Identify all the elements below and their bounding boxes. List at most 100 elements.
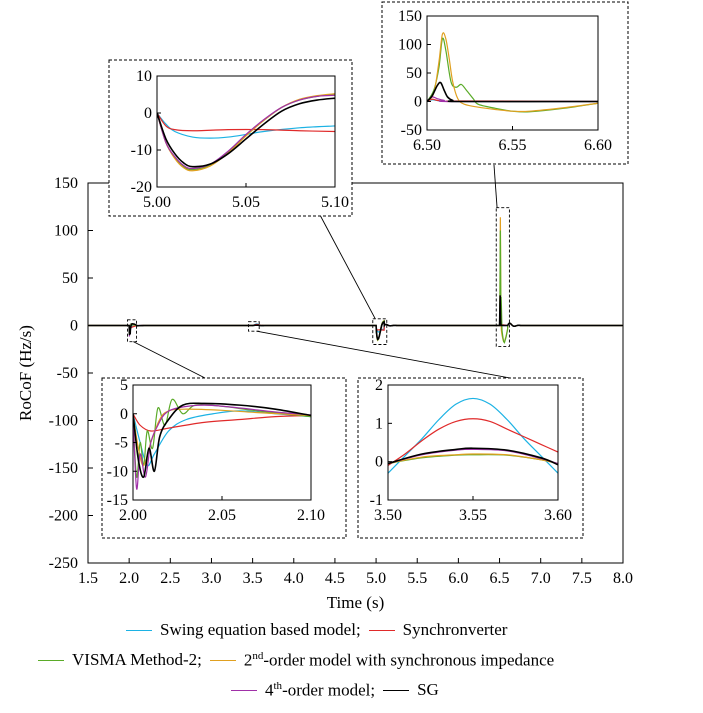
legend-label-2nd-text: -order model with synchronous impedance [263,650,555,670]
x-tick-label: 5.5 [407,570,427,587]
x-tick-label: 4.5 [325,570,345,587]
legend-swatch-4th-order [231,689,257,691]
inset-y-tick-label: -15 [107,492,128,509]
rocof-figure: 1.5 2.0 2.5 3.0 3.5 4.0 4.5 5.0 5.5 6.0 6.5 7.0 7.5 8… [16,1,633,612]
inset-y-tick-label: -5 [115,435,128,452]
y-tick-label: 50 [62,270,78,287]
inset-y-tick-label: 1 [375,415,383,432]
inset-x-tick-label: 3.55 [459,507,487,524]
x-tick-label: 2.5 [160,570,180,587]
main-plot: 1.5 2.0 2.5 3.0 3.5 4.0 4.5 5.0 5.5 6.0 6.5 7.0 7.5 8… [16,164,633,612]
x-tick-label: 7.5 [572,570,592,587]
inset-x-tick-label: 2.05 [208,507,236,524]
inset-series-line [133,404,311,490]
inset-x-tick-label: 6.50 [413,137,441,154]
zoom-connector-line [319,214,376,320]
inset-series-line [427,81,598,103]
y-axis-label: RoCoF (Hz/s) [16,325,35,421]
inset-y-tick-label: 100 [398,37,422,54]
y-tick-label: -50 [57,365,78,382]
inset-x-tick-label: 2.10 [297,507,325,524]
inset-x-tick-label: 3.60 [544,507,572,524]
x-tick-label: 3.0 [201,570,221,587]
inset-y-tick-label: 0 [414,94,422,111]
inset-series-line [133,413,311,432]
y-tick-label: -150 [49,460,78,477]
main-series-line [88,318,623,341]
legend-swatch-sg [383,689,410,691]
y-tick-label: 0 [70,318,78,335]
legend-label-4th-prefix: 4 [265,680,274,700]
inset-series-line [157,97,335,168]
inset-y-tick-label: -10 [131,142,152,159]
inset-y-tick-label: 0 [375,454,383,471]
inset-y-tick-label: 0 [120,406,128,423]
x-tick-label: 7.0 [531,570,551,587]
legend-label-2nd-sup: nd [252,650,264,662]
x-tick-label: 8.0 [613,570,633,587]
legend-swatch-synchronverter [368,629,395,631]
x-tick-label: 3.5 [243,570,263,587]
inset-x-tick-label: 6.60 [584,137,612,154]
legend-row-3: 4th-order model; SG [231,680,439,701]
legend-label-2nd-prefix: 2 [243,650,253,670]
legend-row-2: VISMA Method-2; 2nd-order model with syn… [38,650,554,671]
inset-x-tick-label: 5.05 [232,194,260,211]
inset-series-line [133,408,311,467]
inset-series-line [133,402,311,479]
inset-series-line [388,447,558,466]
inset-y-tick-label: 150 [398,8,422,25]
legend-swatch-swing [126,629,152,631]
inset-series-line [388,453,558,465]
legend-label-2nd-order: 2nd-order model with synchronous impedan… [244,650,554,671]
y-tick-label: 100 [54,223,78,240]
inset-series-line [157,94,335,170]
zoom-connector-line [256,330,511,379]
x-tick-label: 2.0 [119,570,139,587]
inset-dashed-frame [381,1,629,165]
legend-label-sg: SG [417,680,439,700]
x-tick-label: 4.0 [284,570,304,587]
inset-y-tick-label: -10 [107,463,128,480]
y-tick-label: 150 [54,175,78,192]
inset-y-tick-label: -50 [401,122,422,139]
main-series-line [88,295,623,341]
inset-series-line [388,418,558,466]
legend-label-synchronverter: Synchronverter [402,620,508,639]
inset-series-line [157,112,335,133]
inset-x-tick-label: 2.00 [119,507,147,524]
x-tick-label: 6.0 [448,570,468,587]
inset-y-tick-label: 0 [144,105,152,122]
legend-swatch-2nd-order [209,659,236,661]
inset-x-tick-label: 3.50 [374,507,402,524]
legend-swatch-visma [38,659,64,661]
y-tick-label: -250 [49,555,78,572]
legend-label-4th-text: -order model; [282,680,376,700]
legend-label-4th-sup: th [273,680,283,692]
inset-y-tick-label: 5 [120,377,128,394]
y-tick-label: -200 [49,508,78,525]
inset-y-tick-label: -20 [131,179,152,196]
zoom-connector-line [493,164,498,208]
zoom-highlight-box [127,319,138,343]
zoom-highlight-box [372,318,388,345]
zoom-connector-line [133,341,206,379]
zoom-highlight-box [248,321,260,332]
inset-series-line [133,410,311,467]
main-series-line [88,321,623,334]
inset-y-tick-label: 10 [136,68,152,85]
legend-label-swing: Swing equation based model; [160,620,361,639]
x-tick-label: 5.0 [366,570,386,587]
x-tick-label: 1.5 [78,570,98,587]
main-series-line [88,217,623,343]
inset-y-tick-label: 2 [375,377,383,394]
inset-x-tick-label: 5.10 [321,194,349,211]
inset-y-tick-label: 50 [406,65,422,82]
zoom-highlight-box [495,207,510,347]
x-axis-label: Time (s) [327,593,384,612]
legend-label-4th-order: 4th-order model; [265,680,375,701]
inset-dashed-frame [357,377,584,539]
inset-x-tick-label: 6.55 [499,137,527,154]
legend-row-1: Swing equation based model; Synchronvert… [126,620,507,640]
